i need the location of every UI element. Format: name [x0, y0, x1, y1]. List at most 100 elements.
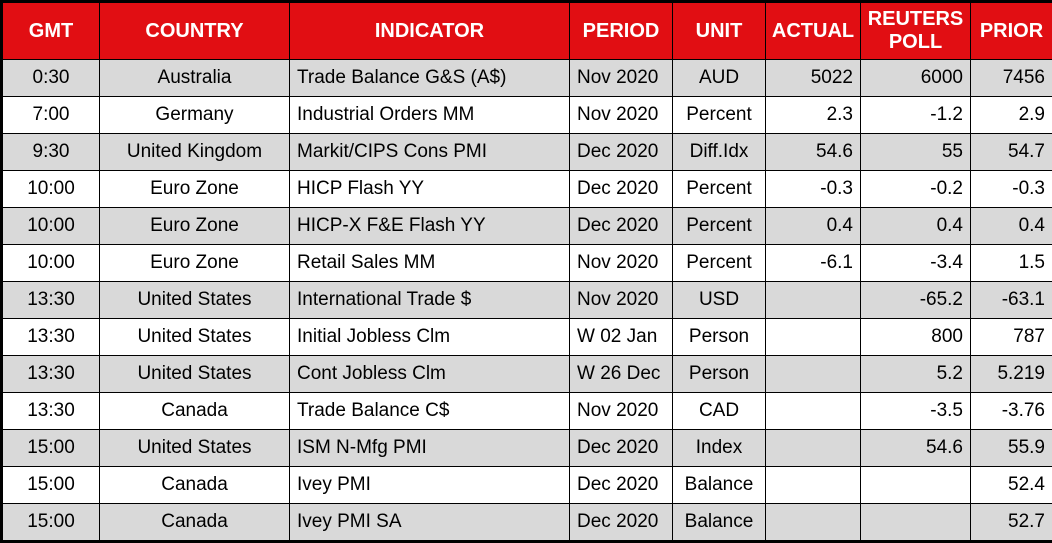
cell-actual: 2.3	[765, 95, 861, 134]
cell-gmt: 13:30	[1, 280, 100, 319]
cell-gmt: 13:30	[1, 391, 100, 430]
cell-period: Dec 2020	[569, 465, 673, 504]
cell-reuters_poll: -0.2	[860, 169, 971, 208]
cell-indicator: Trade Balance G&S (A$)	[289, 59, 570, 97]
cell-country: Canada	[99, 465, 290, 504]
cell-country: Euro Zone	[99, 243, 290, 282]
cell-unit: Balance	[672, 502, 766, 543]
table-row: 15:00 United States ISM N-Mfg PMI Dec 2020 I…	[1, 428, 1052, 467]
cell-gmt: 15:00	[1, 465, 100, 504]
cell-reuters_poll: 5.2	[860, 354, 971, 393]
cell-gmt: 15:00	[1, 428, 100, 467]
cell-prior: 5.219	[970, 354, 1052, 393]
cell-unit: Percent	[672, 95, 766, 134]
cell-country: United States	[99, 428, 290, 467]
cell-indicator: Markit/CIPS Cons PMI	[289, 132, 570, 171]
cell-period: Nov 2020	[569, 243, 673, 282]
cell-indicator: Cont Jobless Clm	[289, 354, 570, 393]
cell-reuters_poll: 800	[860, 317, 971, 356]
cell-gmt: 15:00	[1, 502, 100, 543]
cell-actual	[765, 354, 861, 393]
table-row: 10:00 Euro Zone HICP Flash YY Dec 2020 Perce…	[1, 169, 1052, 208]
cell-prior: 55.9	[970, 428, 1052, 467]
cell-period: Nov 2020	[569, 59, 673, 97]
table-row: 0:30 Australia Trade Balance G&S (A$) Nov 2…	[1, 59, 1052, 97]
cell-gmt: 13:30	[1, 317, 100, 356]
cell-country: Australia	[99, 59, 290, 97]
cell-prior: -0.3	[970, 169, 1052, 208]
cell-actual: -0.3	[765, 169, 861, 208]
table-row: 13:30 United States Initial Jobless Clm W 0…	[1, 317, 1052, 356]
cell-indicator: Ivey PMI	[289, 465, 570, 504]
table-row: 7:00 Germany Industrial Orders MM Nov 2020 P…	[1, 95, 1052, 134]
table-row: 10:00 Euro Zone HICP-X F&E Flash YY Dec 202…	[1, 206, 1052, 245]
table-row: 9:30 United Kingdom Markit/CIPS Cons PMI De…	[1, 132, 1052, 171]
cell-indicator: Ivey PMI SA	[289, 502, 570, 543]
cell-unit: Diff.Idx	[672, 132, 766, 171]
cell-country: Euro Zone	[99, 169, 290, 208]
cell-period: W 02 Jan	[569, 317, 673, 356]
cell-reuters_poll: 55	[860, 132, 971, 171]
cell-unit: Percent	[672, 206, 766, 245]
cell-gmt: 10:00	[1, 206, 100, 245]
cell-period: Dec 2020	[569, 428, 673, 467]
cell-indicator: Trade Balance C$	[289, 391, 570, 430]
cell-period: Nov 2020	[569, 280, 673, 319]
cell-unit: Index	[672, 428, 766, 467]
cell-country: United Kingdom	[99, 132, 290, 171]
cell-reuters_poll	[860, 465, 971, 504]
cell-indicator: Industrial Orders MM	[289, 95, 570, 134]
cell-prior: 2.9	[970, 95, 1052, 134]
cell-actual	[765, 428, 861, 467]
cell-reuters_poll	[860, 502, 971, 543]
cell-reuters_poll: 0.4	[860, 206, 971, 245]
cell-unit: Percent	[672, 243, 766, 282]
cell-period: W 26 Dec	[569, 354, 673, 393]
cell-period: Nov 2020	[569, 95, 673, 134]
cell-country: United States	[99, 317, 290, 356]
cell-gmt: 13:30	[1, 354, 100, 393]
column-header-country: COUNTRY	[99, 1, 290, 60]
cell-reuters_poll: -3.4	[860, 243, 971, 282]
cell-period: Dec 2020	[569, 206, 673, 245]
table-row: 15:00 Canada Ivey PMI Dec 2020 Balance 52.4	[1, 465, 1052, 504]
cell-reuters_poll: -65.2	[860, 280, 971, 319]
column-header-reuters_poll: REUTERS POLL	[860, 1, 971, 60]
cell-prior: 0.4	[970, 206, 1052, 245]
cell-prior: 54.7	[970, 132, 1052, 171]
table-body: 0:30 Australia Trade Balance G&S (A$) Nov 2…	[1, 59, 1052, 543]
cell-prior: 52.7	[970, 502, 1052, 543]
cell-country: United States	[99, 354, 290, 393]
cell-period: Dec 2020	[569, 169, 673, 208]
cell-indicator: ISM N-Mfg PMI	[289, 428, 570, 467]
cell-gmt: 9:30	[1, 132, 100, 171]
cell-actual: 0.4	[765, 206, 861, 245]
cell-prior: -63.1	[970, 280, 1052, 319]
cell-prior: 787	[970, 317, 1052, 356]
cell-prior: 1.5	[970, 243, 1052, 282]
cell-prior: 52.4	[970, 465, 1052, 504]
cell-country: United States	[99, 280, 290, 319]
cell-unit: CAD	[672, 391, 766, 430]
cell-country: Germany	[99, 95, 290, 134]
column-header-prior: PRIOR	[970, 1, 1052, 60]
table-header: GMT COUNTRY INDICATOR PERIOD UNIT ACTUAL REUTE…	[1, 1, 1052, 60]
table-row: 10:00 Euro Zone Retail Sales MM Nov 2020 Per…	[1, 243, 1052, 282]
cell-actual: 5022	[765, 59, 861, 97]
cell-actual	[765, 317, 861, 356]
cell-actual: -6.1	[765, 243, 861, 282]
cell-actual: 54.6	[765, 132, 861, 171]
table-row: 15:00 Canada Ivey PMI SA Dec 2020 Balance 52.…	[1, 502, 1052, 543]
table-row: 13:30 United States International Trade $ N…	[1, 280, 1052, 319]
cell-indicator: Initial Jobless Clm	[289, 317, 570, 356]
cell-unit: USD	[672, 280, 766, 319]
cell-actual	[765, 502, 861, 543]
column-header-indicator: INDICATOR	[289, 1, 570, 60]
cell-indicator: International Trade $	[289, 280, 570, 319]
cell-period: Dec 2020	[569, 502, 673, 543]
cell-indicator: HICP-X F&E Flash YY	[289, 206, 570, 245]
column-header-period: PERIOD	[569, 1, 673, 60]
cell-prior: 7456	[970, 59, 1052, 97]
cell-indicator: Retail Sales MM	[289, 243, 570, 282]
